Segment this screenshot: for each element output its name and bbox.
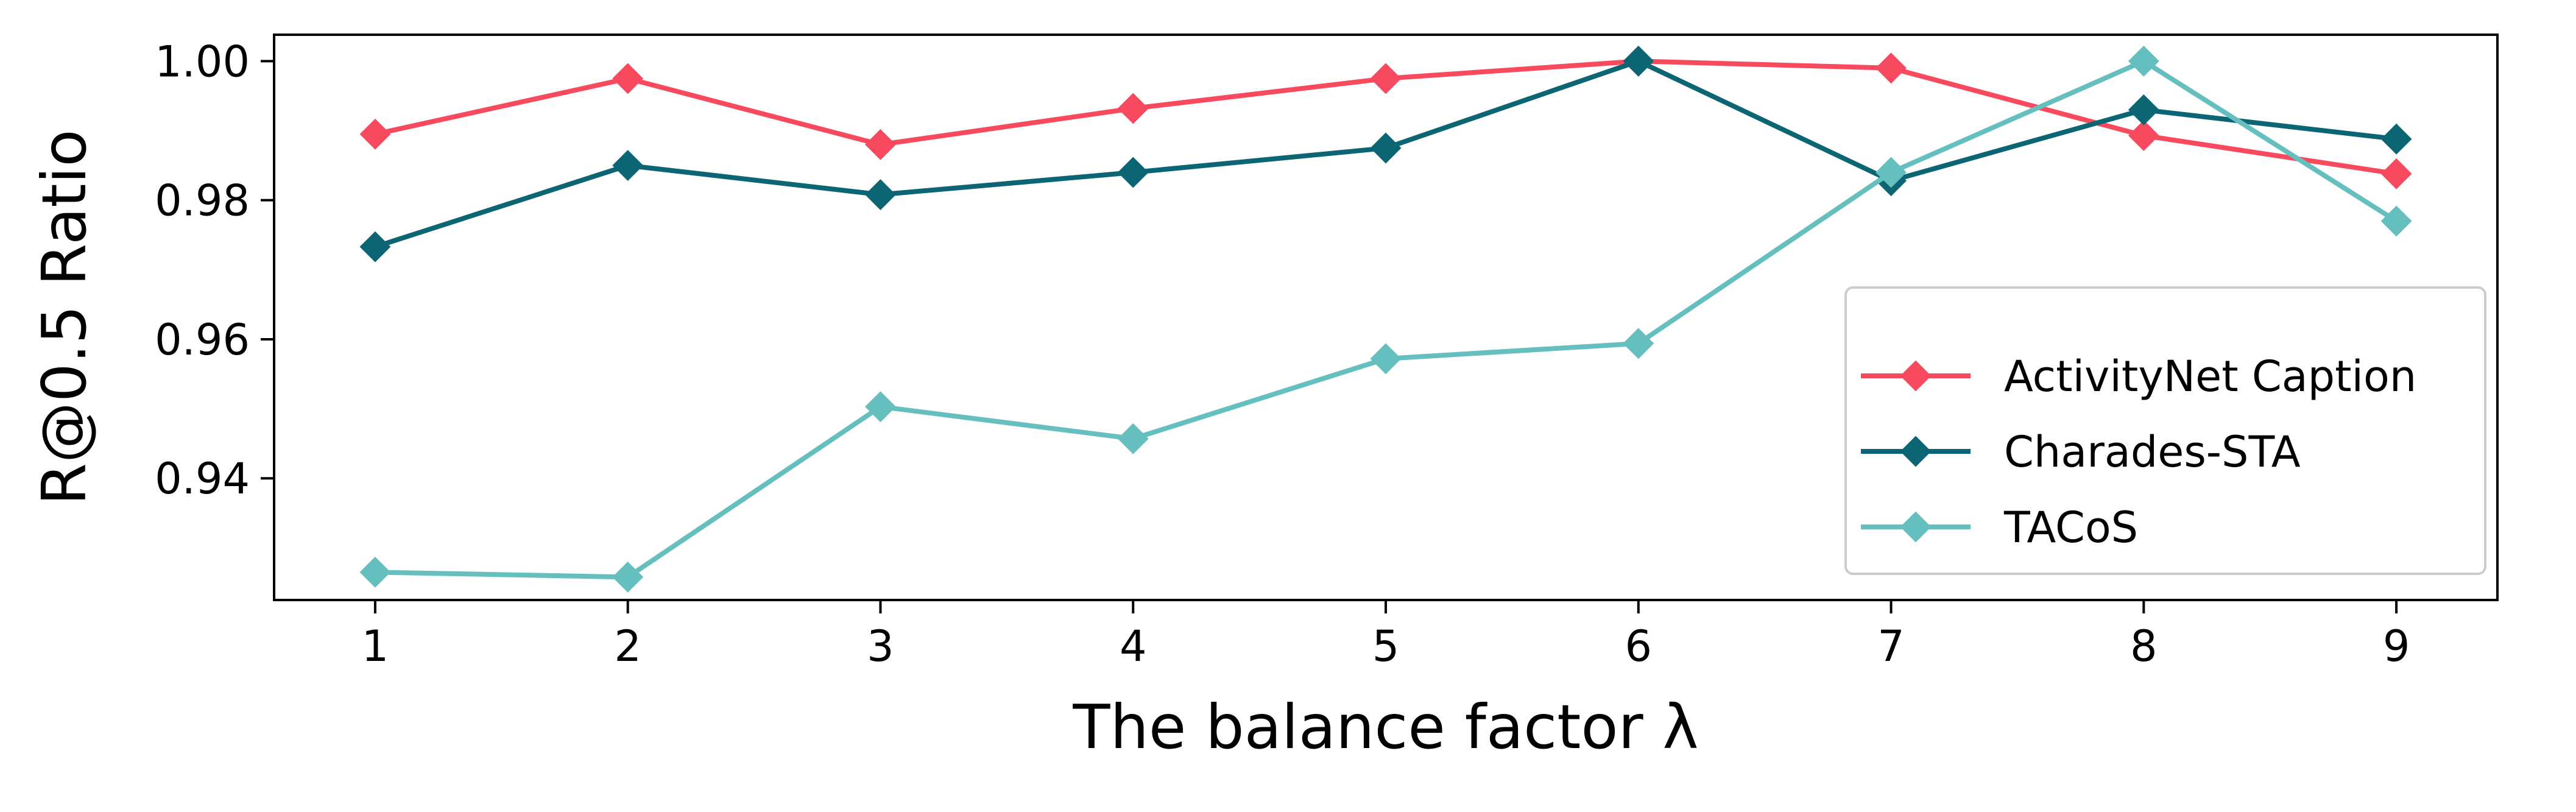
x-tick-label: 6 — [1625, 621, 1652, 671]
data-point-marker — [612, 561, 644, 593]
data-point-marker — [865, 391, 896, 423]
legend-label: TACoS — [2003, 503, 2138, 553]
data-point-marker — [1117, 423, 1149, 454]
legend-label: Charades-STA — [2004, 427, 2301, 477]
data-point-marker — [612, 150, 644, 182]
x-tick-label: 7 — [1877, 621, 1905, 671]
marks-layer — [359, 45, 2412, 593]
data-point-marker — [612, 63, 644, 94]
data-point-marker — [1370, 343, 1402, 375]
y-tick-label: 1.00 — [155, 37, 250, 86]
data-point-marker — [2380, 158, 2412, 189]
x-tick-label: 2 — [614, 621, 641, 671]
data-point-marker — [2128, 120, 2159, 151]
data-point-marker — [359, 118, 391, 150]
data-point-marker — [1370, 63, 1402, 94]
y-tick-label: 0.98 — [155, 176, 250, 226]
y-axis: 0.94 0.96 0.98 1.00 — [155, 37, 274, 504]
x-tick-label: 1 — [362, 621, 389, 671]
x-axis-label: The balance factor λ — [1072, 691, 1698, 763]
legend: ActivityNet Caption Charades-STA TACoS — [1844, 286, 2486, 575]
data-point-marker — [1370, 132, 1402, 164]
x-tick-label: 8 — [2130, 621, 2158, 671]
legend-marker — [1900, 436, 1932, 467]
data-point-marker — [1876, 157, 1907, 188]
data-point-marker — [1623, 45, 1654, 77]
legend-marker — [1900, 511, 1932, 543]
data-point-marker — [1117, 157, 1149, 188]
data-point-marker — [1117, 93, 1149, 124]
data-point-marker — [1876, 52, 1907, 84]
legend-label: ActivityNet Caption — [2004, 351, 2416, 401]
y-tick-label: 0.96 — [155, 315, 250, 365]
x-axis: 1 2 3 4 5 6 7 8 9 — [362, 600, 2410, 671]
x-tick-label: 4 — [1120, 621, 1147, 671]
data-point-marker — [359, 556, 391, 588]
data-point-marker — [2380, 123, 2412, 155]
legend-marker — [1900, 360, 1932, 392]
x-tick-label: 9 — [2383, 621, 2410, 671]
x-tick-label: 3 — [867, 621, 894, 671]
y-axis-label: R@0.5 Ratio — [29, 129, 100, 505]
legend-frame — [1844, 286, 2486, 575]
data-point-marker — [2128, 45, 2159, 77]
data-point-marker — [865, 179, 896, 210]
data-point-marker — [2128, 94, 2159, 125]
x-tick-label: 5 — [1372, 621, 1400, 671]
data-point-marker — [865, 129, 896, 160]
data-point-marker — [1623, 328, 1654, 359]
data-point-marker — [359, 231, 391, 263]
y-tick-label: 0.94 — [155, 454, 250, 504]
data-point-marker — [2380, 205, 2412, 237]
